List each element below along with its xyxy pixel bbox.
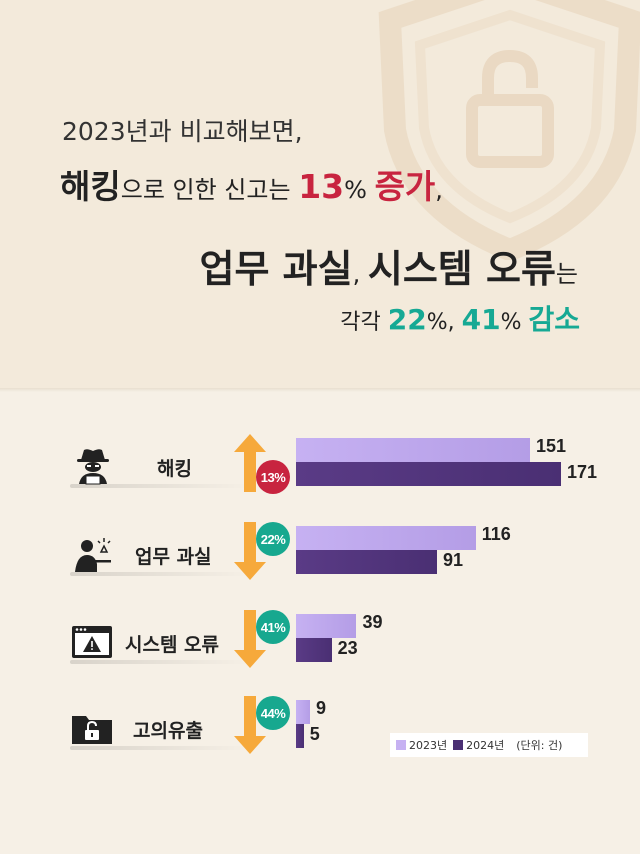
- change-badge: 22%: [256, 522, 290, 556]
- category-label: 업무 과실: [135, 546, 212, 568]
- headline-line4: 각각 22%, 41% 감소: [340, 298, 580, 338]
- row-shadow: [70, 484, 250, 488]
- warning-window-icon: [70, 622, 114, 666]
- headline-line1: 2023년과 비교해보면,: [62, 117, 303, 146]
- percent-sign: %: [344, 176, 375, 204]
- particle-text: 는: [555, 260, 578, 288]
- change-badge: 44%: [256, 696, 290, 730]
- arrow-up-icon: [234, 434, 266, 492]
- arrow-down-icon: [234, 696, 266, 754]
- bar-2024: [296, 724, 304, 748]
- value-label-2023: 151: [536, 436, 567, 456]
- hacking-text: 해킹: [60, 167, 121, 206]
- legend-swatch-2024: [453, 740, 464, 750]
- value-label-2024: 23: [337, 638, 358, 658]
- worker-icon-graphic: [75, 538, 111, 572]
- row-shadow: [70, 660, 250, 664]
- system-error-text: 시스템 오류: [367, 247, 556, 291]
- shield-lock-icon: [378, 0, 640, 260]
- section-divider: [0, 388, 640, 392]
- category-label: 시스템 오류: [125, 634, 220, 656]
- decrease-text: 감소: [528, 303, 580, 336]
- each-text: 각각: [340, 310, 388, 335]
- legend-label-2023: 2023년: [409, 739, 448, 752]
- arrow-down-icon: [234, 522, 266, 580]
- system-error-decrease-value: 41: [461, 303, 501, 336]
- value-label-2023: 9: [315, 698, 326, 718]
- worker-icon: [73, 534, 113, 578]
- legend-item-2023: 2023년: [396, 737, 447, 753]
- row-shadow: [70, 746, 250, 750]
- value-label-2023: 116: [481, 524, 511, 544]
- bar-2024: [296, 638, 332, 662]
- value-label-2024: 91: [443, 550, 464, 570]
- work-error-decrease-value: 22: [387, 303, 427, 336]
- headline-line2-mid: 으로 인한 신고는: [120, 176, 299, 204]
- chart-legend: 2023년 2024년 (단위: 건): [390, 733, 588, 757]
- header-section: 2023년과 비교해보면, 해킹으로 인한 신고는 13% 증가, 업무 과실,…: [0, 0, 640, 390]
- bar-2024: [296, 462, 561, 486]
- legend-label-2024: 2024년: [466, 739, 505, 752]
- bar-2023: [296, 438, 530, 462]
- hacker-icon-graphic: [77, 449, 109, 485]
- bar-2023: [296, 700, 310, 724]
- bar-2023: [296, 614, 357, 638]
- value-label-2024: 5: [309, 724, 320, 744]
- category-label: 고의유출: [133, 720, 203, 742]
- hacking-increase-value: 13: [298, 167, 345, 206]
- hacker-icon: [73, 446, 113, 490]
- warning-window-icon-graphic: [72, 626, 112, 658]
- row-shadow: [70, 572, 250, 576]
- legend-swatch-2023: [396, 740, 406, 750]
- percent-comma: %,: [426, 310, 462, 335]
- folder-lock-icon: [70, 708, 114, 752]
- legend-item-2024: 2024년: [453, 737, 504, 753]
- comma: ,: [352, 260, 368, 288]
- comma: ,: [435, 176, 443, 204]
- legend-unit: (단위: 건): [516, 739, 563, 752]
- bar-2024: [296, 550, 438, 574]
- increase-text: 증가: [374, 167, 436, 206]
- headline-line3: 업무 과실, 시스템 오류는: [200, 238, 578, 293]
- change-badge: 41%: [256, 610, 290, 644]
- arrow-shape: [234, 696, 266, 754]
- arrow-shape: [234, 434, 266, 492]
- arrow-down-icon: [234, 610, 266, 668]
- category-label: 해킹: [157, 458, 192, 480]
- value-label-2023: 39: [362, 612, 383, 632]
- arrow-shape: [234, 610, 266, 668]
- bar-chart: 2023년 2024년 (단위: 건) 해킹 13% 151 171 업무 과실 22% 1…: [0, 392, 640, 854]
- work-error-text: 업무 과실: [199, 247, 353, 291]
- arrow-shape: [234, 522, 266, 580]
- bar-2023: [296, 526, 476, 550]
- value-label-2024: 171: [567, 462, 598, 482]
- percent-sign: %: [500, 310, 529, 335]
- headline-line2: 해킹으로 인한 신고는 13% 증가,: [60, 160, 443, 208]
- folder-lock-icon-graphic: [72, 716, 112, 744]
- change-badge: 13%: [256, 460, 290, 494]
